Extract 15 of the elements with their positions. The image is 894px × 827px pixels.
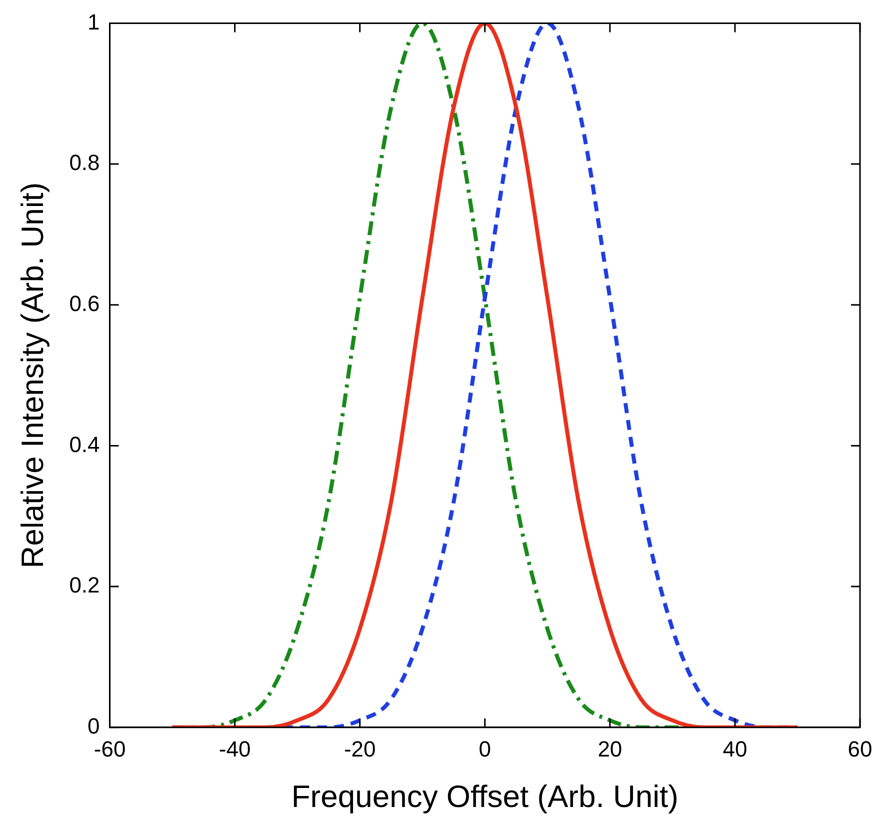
y-axis-title: Relative Intensity (Arb. Unit)	[15, 182, 50, 568]
x-tick-label: -20	[344, 736, 376, 762]
x-tick-label: 60	[848, 736, 872, 762]
x-axis-title: Frequency Offset (Arb. Unit)	[291, 778, 678, 814]
y-tick-label: 0.8	[69, 150, 100, 176]
y-tick-label: 0.4	[69, 432, 100, 457]
x-tick-label: -40	[218, 736, 251, 762]
x-tick-label: 0	[478, 736, 492, 762]
x-tick-label: 40	[722, 736, 748, 762]
y-tick-label: 0	[88, 713, 100, 738]
y-tick-label: 1	[88, 9, 100, 34]
x-tick-label: -60	[94, 736, 126, 762]
y-tick-label: 0.6	[69, 290, 100, 316]
y-tick-label: 0.2	[69, 572, 100, 598]
x-tick-label: 20	[598, 736, 622, 762]
